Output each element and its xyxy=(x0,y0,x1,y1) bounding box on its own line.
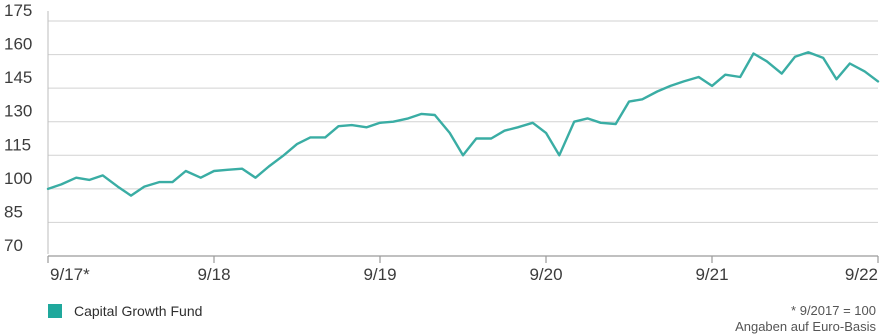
legend-label: Capital Growth Fund xyxy=(74,303,203,319)
x-tick-label: 9/22 xyxy=(845,265,878,284)
y-tick-label: 85 xyxy=(4,202,23,221)
legend: Capital Growth Fund xyxy=(48,301,202,321)
y-tick-label: 160 xyxy=(4,35,32,54)
x-tick-label: 9/21 xyxy=(695,265,728,284)
y-tick-label: 145 xyxy=(4,68,32,87)
x-tick-label: 9/20 xyxy=(529,265,562,284)
gridlines xyxy=(48,20,878,257)
y-tick-label: 70 xyxy=(4,236,23,255)
y-tick-label: 115 xyxy=(4,135,31,154)
x-axis: 9/17* 9/18 9/19 9/20 9/21 9/22 xyxy=(47,255,879,284)
y-axis: 70 85 100 115 130 145 160 175 xyxy=(4,1,49,255)
footnote-currency-note: Angaben auf Euro-Basis xyxy=(735,319,876,334)
footnote: * 9/2017 = 100 Angaben auf Euro-Basis xyxy=(735,303,876,335)
line-chart: 70 85 100 115 130 145 160 175 9/17* 9/18 9/19 9/20… xyxy=(4,1,880,284)
series-line-capital-growth-fund xyxy=(46,51,880,197)
x-tick-label: 9/18 xyxy=(197,265,230,284)
series-group xyxy=(46,51,880,197)
y-tick-label: 175 xyxy=(4,1,32,20)
x-tick-label: 9/19 xyxy=(363,265,396,284)
x-tick-label: 9/17* xyxy=(50,265,90,284)
legend-swatch xyxy=(48,304,62,318)
y-tick-label: 100 xyxy=(4,169,32,188)
footnote-base-note: * 9/2017 = 100 xyxy=(791,303,876,318)
y-tick-label: 130 xyxy=(4,102,32,121)
